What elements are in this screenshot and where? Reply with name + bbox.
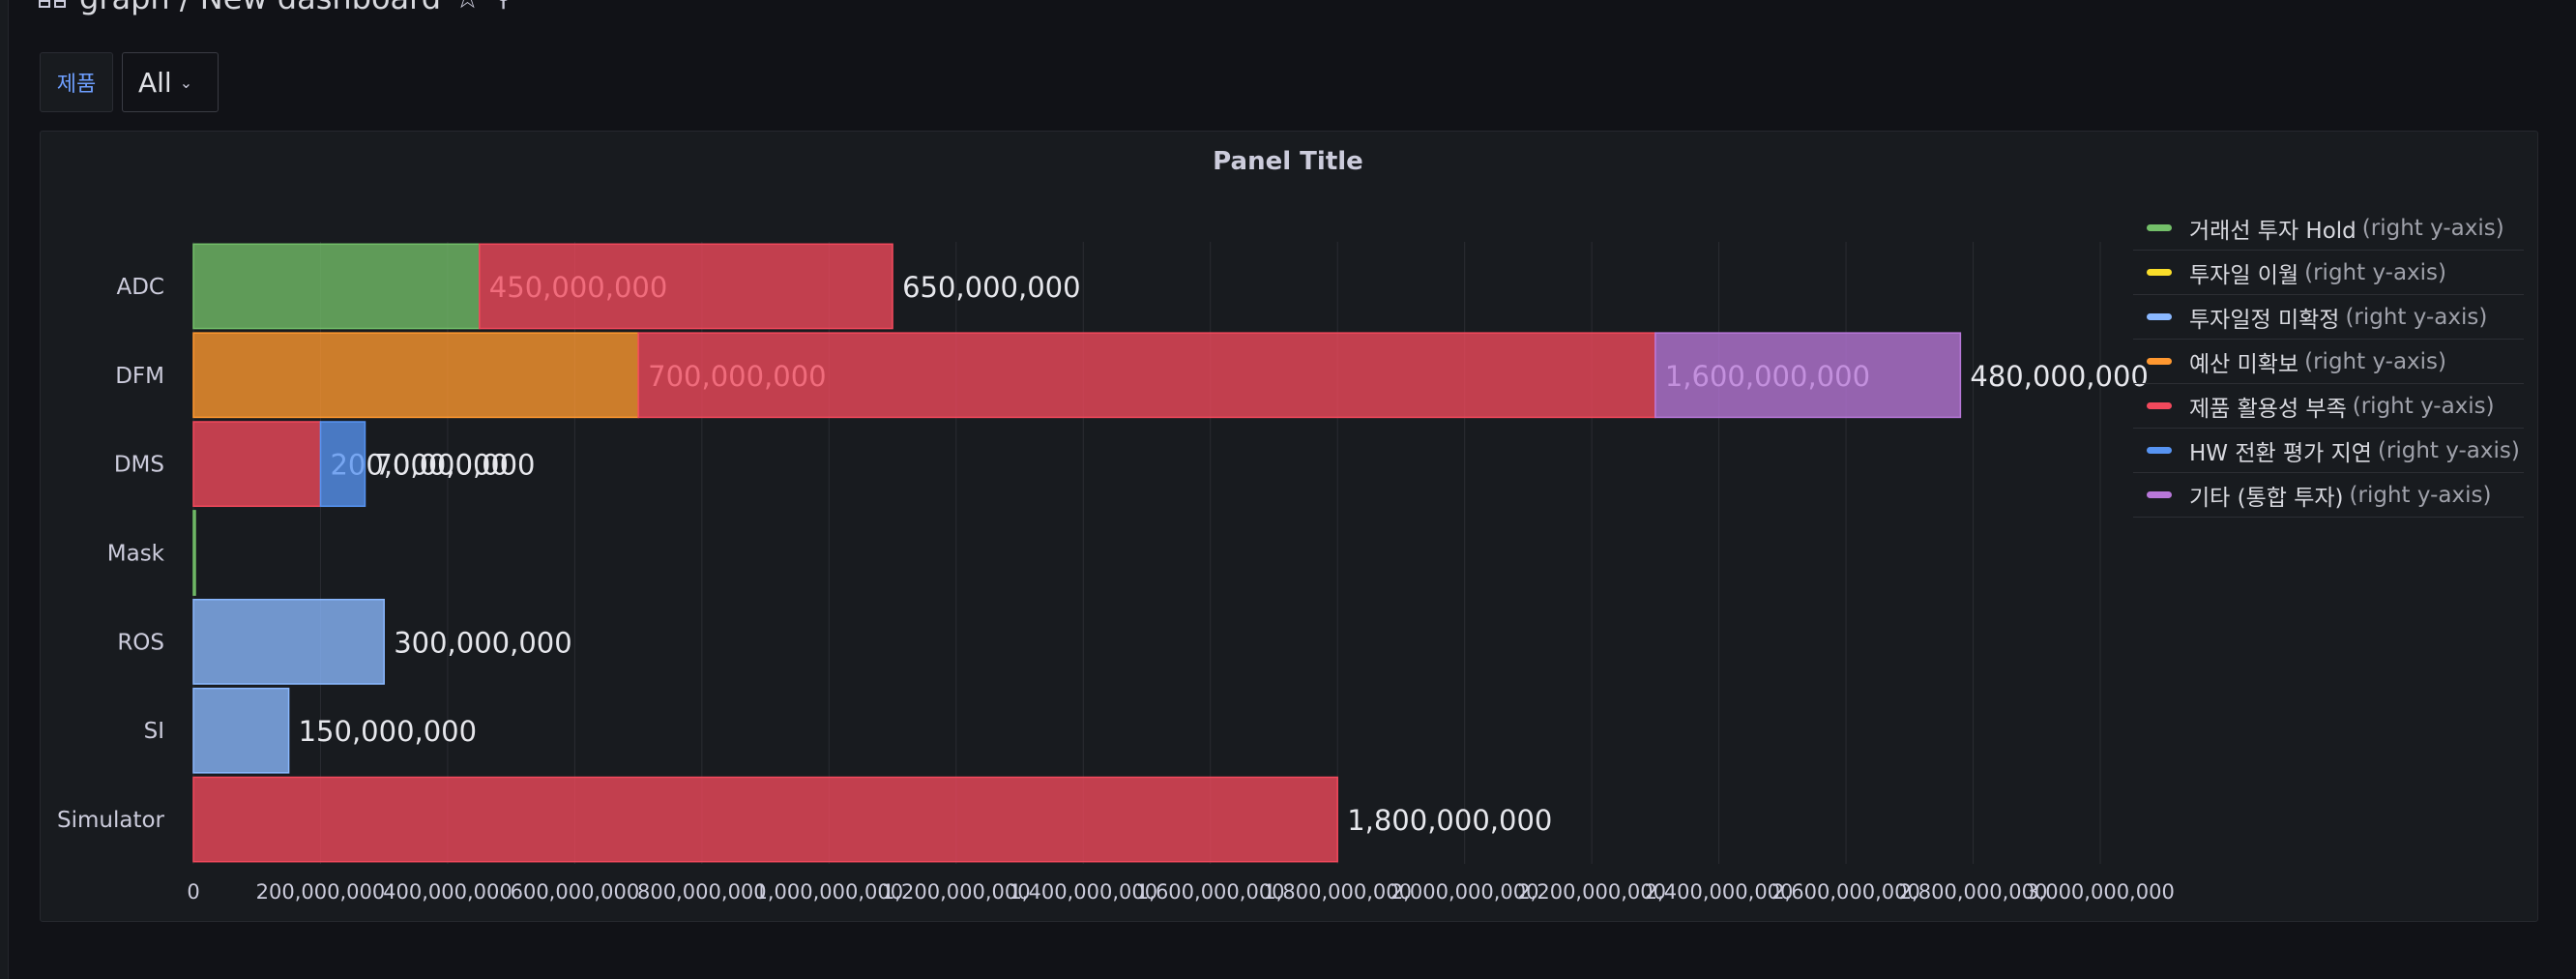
x-tick-label: 1,400,000,000 (1009, 880, 1157, 904)
variable-select[interactable]: All ⌄ (122, 52, 219, 112)
share-icon[interactable]: ⚲ (494, 0, 512, 13)
legend-axis-suffix: (right y-axis) (2349, 482, 2492, 508)
dashboard-breadcrumb[interactable]: graph / New dashboard ☆ ⚲ (39, 0, 512, 17)
legend-swatch (2147, 313, 2172, 320)
dashboard-title[interactable]: graph / New dashboard (79, 0, 441, 16)
legend-label: 투자일 이월 (2189, 262, 2299, 288)
variable-value: All (138, 66, 172, 99)
legend-label: 투자일정 미확정 (2189, 307, 2340, 333)
category-label: Mask (107, 542, 165, 567)
bar-segment (319, 421, 366, 508)
legend-item[interactable]: 거래선 투자 Hold (right y-axis) (2133, 206, 2524, 251)
category-label: ADC (116, 275, 164, 300)
x-tick-label: 0 (187, 880, 199, 904)
legend-swatch (2147, 447, 2172, 454)
x-tick-label: 2,400,000,000 (1645, 880, 1794, 904)
x-tick-label: 1,600,000,000 (1136, 880, 1285, 904)
data-label: 150,000,000 (299, 715, 478, 748)
star-icon[interactable]: ☆ (454, 0, 481, 15)
legend-swatch (2147, 224, 2172, 231)
chevron-down-icon: ⌄ (179, 73, 193, 92)
bar-segment (192, 332, 639, 419)
x-tick-label: 800,000,000 (637, 880, 767, 904)
bar-segment (479, 243, 893, 330)
bar-segment (192, 776, 1338, 863)
x-tick-label: 2,800,000,000 (1899, 880, 2048, 904)
x-tick-label: 200,000,000 (256, 880, 386, 904)
legend-axis-suffix: (right y-axis) (2352, 393, 2495, 419)
category-label: Simulator (57, 808, 165, 833)
side-rail (0, 0, 9, 979)
legend-axis-suffix: (right y-axis) (2361, 215, 2504, 241)
data-label: 1,800,000,000 (1347, 804, 1552, 837)
legend-item[interactable]: 투자일정 미확정 (right y-axis) (2133, 295, 2524, 340)
variable-label: 제품 (40, 52, 113, 112)
x-tick-label: 1,000,000,000 (755, 880, 904, 904)
bar-segment (1654, 332, 1962, 419)
legend: 거래선 투자 Hold (right y-axis) 투자일 이월 (right y-… (2133, 206, 2524, 518)
data-label: 70,000,000 (374, 449, 535, 482)
legend-label: 기타 (통합 투자) (2189, 485, 2344, 511)
data-label: 480,000,000 (1970, 360, 2149, 393)
legend-label: 거래선 투자 Hold (2189, 218, 2356, 244)
x-tick-label: 2,000,000,000 (1390, 880, 1539, 904)
legend-axis-suffix: (right y-axis) (2345, 304, 2488, 330)
bar-segment (192, 687, 290, 774)
data-label: 650,000,000 (902, 271, 1081, 304)
data-label: 300,000,000 (394, 626, 572, 659)
legend-swatch (2147, 402, 2172, 409)
x-tick-label: 2,600,000,000 (1771, 880, 1920, 904)
bar-segment (192, 510, 196, 596)
x-tick-label: 600,000,000 (511, 880, 640, 904)
legend-item[interactable]: 기타 (통합 투자) (right y-axis) (2133, 473, 2524, 518)
panel-title[interactable]: Panel Title (1213, 147, 1363, 176)
category-label: SI (144, 719, 164, 744)
legend-label: HW 전환 평가 지연 (2189, 440, 2372, 466)
legend-label: 예산 미확보 (2189, 351, 2299, 377)
legend-item[interactable]: 예산 미확보 (right y-axis) (2133, 340, 2524, 384)
bar-segment (192, 421, 322, 508)
legend-swatch (2147, 491, 2172, 498)
x-tick-label: 400,000,000 (383, 880, 512, 904)
legend-item[interactable]: 제품 활용성 부족 (right y-axis) (2133, 384, 2524, 429)
category-label: ROS (117, 630, 164, 655)
category-label: DFM (115, 364, 164, 389)
bar-segment (192, 598, 385, 685)
legend-swatch (2147, 269, 2172, 276)
legend-axis-suffix: (right y-axis) (2304, 348, 2447, 374)
x-tick-label: 1,200,000,000 (882, 880, 1031, 904)
x-tick-label: 3,000,000,000 (2026, 880, 2175, 904)
x-tick-label: 1,800,000,000 (1263, 880, 1412, 904)
category-label: DMS (114, 453, 164, 478)
dashboard-grid-icon (39, 0, 66, 8)
legend-item[interactable]: 투자일 이월 (right y-axis) (2133, 251, 2524, 295)
legend-label: 제품 활용성 부족 (2189, 396, 2347, 422)
x-tick-label: 2,200,000,000 (1517, 880, 1666, 904)
legend-axis-suffix: (right y-axis) (2377, 437, 2520, 463)
legend-item[interactable]: HW 전환 평가 지연 (right y-axis) (2133, 429, 2524, 473)
legend-swatch (2147, 358, 2172, 365)
legend-axis-suffix: (right y-axis) (2304, 259, 2447, 285)
bar-segment (192, 243, 481, 330)
bar-segment (637, 332, 1656, 419)
